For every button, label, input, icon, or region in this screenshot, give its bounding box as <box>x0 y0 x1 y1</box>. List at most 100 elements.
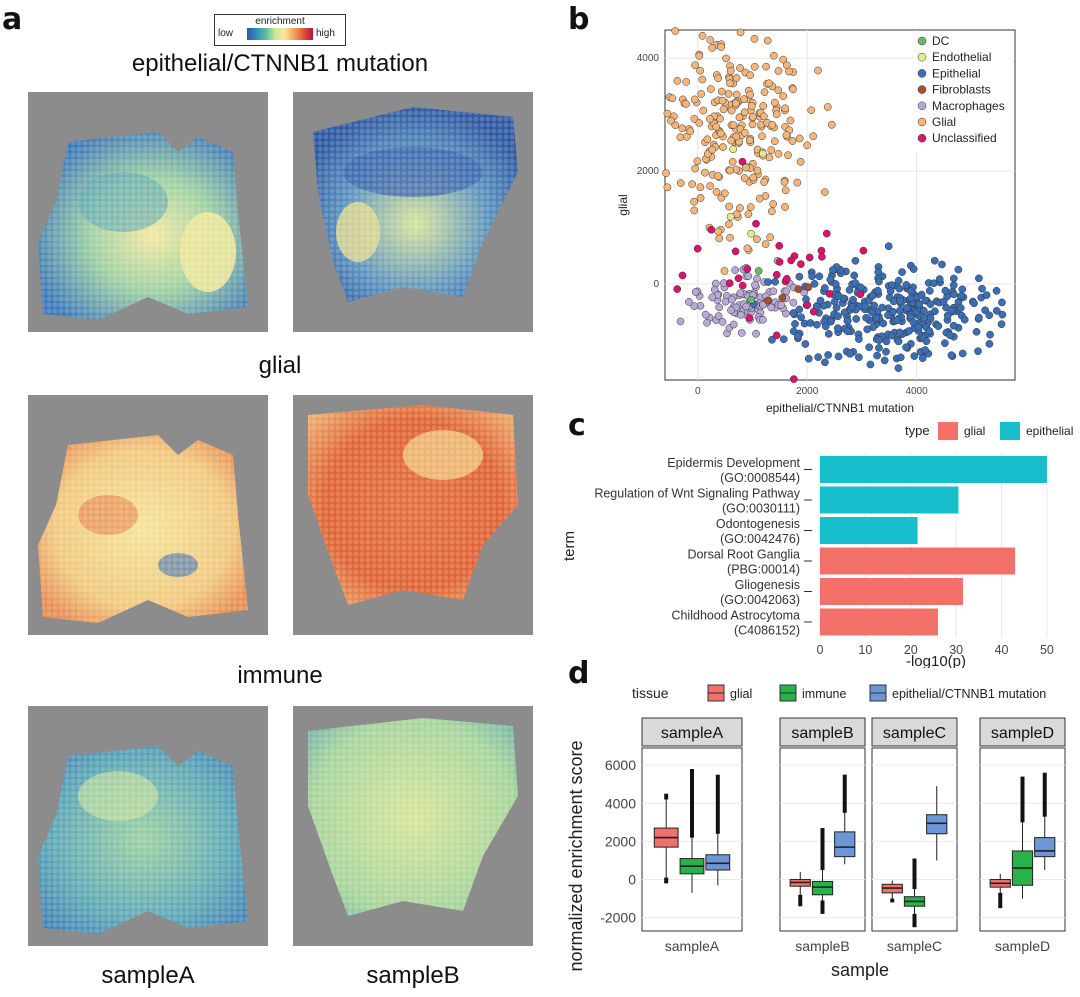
bar-term-label: Odontogenesis <box>716 517 800 531</box>
scatter-point-epithelial <box>902 343 910 352</box>
scatter-point-glial <box>724 220 733 229</box>
scatter-point-dc <box>747 295 756 304</box>
scatter-point-glial <box>725 202 733 211</box>
scatter-point-macrophages <box>753 274 761 283</box>
scatter-point-macrophages <box>708 293 717 302</box>
scatter-legend-label: Glial <box>932 115 956 129</box>
bar-y-label: term <box>561 531 578 561</box>
scatter-point-macrophages <box>782 287 791 296</box>
scatter-point-epithelial <box>930 256 939 265</box>
facet-x-tick: sampleA <box>665 938 720 954</box>
scatter-point-epithelial <box>804 354 813 363</box>
scatter-point-epithelial <box>895 284 904 293</box>
scatter-point-epithelial <box>848 303 857 311</box>
scatter-point-epithelial <box>902 281 911 289</box>
bar-legend-swatch-epithelial <box>1000 422 1020 440</box>
tissue-svg <box>38 132 248 320</box>
scatter-point-epithelial <box>893 316 902 325</box>
scatter-point-glial <box>720 189 729 198</box>
scatter-point-glial <box>736 64 744 72</box>
facet-strip <box>871 717 958 747</box>
scatter-point-epithelial <box>941 286 950 295</box>
scatter-point-macrophages <box>729 320 738 329</box>
scatter-point-glial <box>663 183 672 192</box>
bar-x-tick: 50 <box>1040 643 1054 657</box>
scatter-point-epithelial <box>972 327 981 336</box>
scatter-point-epithelial <box>826 275 835 284</box>
scatter-point-epithelial <box>850 271 859 280</box>
scatter-point-epithelial <box>866 360 875 369</box>
scatter-point-unclassified <box>745 314 754 322</box>
scatter-point-epithelial <box>958 349 967 358</box>
col-label-sampleA: sampleA <box>101 962 195 989</box>
scatter-point-epithelial <box>906 287 915 296</box>
scatter-point-epithelial <box>764 278 772 286</box>
scatter-point-epithelial <box>947 351 956 360</box>
scatter-point-epithelial <box>949 321 958 330</box>
scatter-point-glial <box>719 143 727 151</box>
scatter-point-epithelial <box>898 268 906 276</box>
bar-glial <box>820 547 1016 575</box>
scatter-point-epithelial <box>870 301 878 310</box>
scatter-x-label: epithelial/CTNNB1 mutation <box>766 401 914 415</box>
scatter-point-unclassified <box>707 225 716 234</box>
box-legend-label: immune <box>802 687 847 701</box>
col-label-sampleB: sampleB <box>366 962 460 989</box>
scatter-point-macrophages <box>759 315 767 324</box>
scatter-point-epithelial <box>905 327 913 335</box>
scatter-point-epithelial <box>882 347 890 356</box>
scatter-point-epithelial <box>808 272 816 281</box>
bar-x-tick: 40 <box>995 643 1009 657</box>
scatter-y-tick: 2000 <box>637 166 660 177</box>
scatter-point-glial <box>712 122 721 131</box>
scatter-chart: 0 2000 4000 0 2000 4000 epithelial/CTNNB1 mut… <box>616 27 1016 415</box>
facet-strip <box>641 717 743 747</box>
scatter-ticks: 0 2000 4000 0 2000 4000 <box>637 53 928 397</box>
scatter-point-epithelial <box>875 277 883 286</box>
scatter-point-glial <box>691 61 700 70</box>
scatter-point-epithelial <box>882 337 891 346</box>
scatter-point-unclassified <box>678 271 687 280</box>
scatter-legend: DC Endothelial Epithelial Fibroblasts Macrop… <box>913 32 1013 152</box>
row-title-epithelial: epithelial/CTNNB1 mutation <box>131 50 429 77</box>
facet-strip-label: sampleD <box>991 725 1054 742</box>
scatter-point-glial <box>714 172 722 180</box>
scatter-legend-label: Epithelial <box>932 66 981 80</box>
scatter-point-macrophages <box>691 288 700 296</box>
scatter-point-epithelial <box>949 274 958 283</box>
bar-x-tick: 10 <box>858 643 872 657</box>
scatter-point-glial <box>767 146 776 154</box>
scatter-point-epithelial <box>915 300 923 309</box>
scatter-x-tick: 0 <box>695 386 701 397</box>
scatter-point-epithelial <box>855 353 863 362</box>
bar-legend-epithelial: epithelial <box>1026 424 1073 438</box>
scatter-point-glial <box>726 79 734 88</box>
scatter-point-glial <box>748 120 757 129</box>
scatter-point-glial <box>774 150 783 158</box>
scatter-point-glial <box>726 166 734 175</box>
scatter-point-glial <box>727 136 735 145</box>
scatter-point-epithelial <box>806 319 815 327</box>
scatter-point-macrophages <box>703 318 711 327</box>
scatter-point-endothelial <box>726 212 735 221</box>
scatter-point-glial <box>724 90 733 98</box>
scatter-point-epithelial <box>771 277 779 286</box>
scatter-point-epithelial <box>820 284 829 292</box>
bar-x-tick: 20 <box>904 643 918 657</box>
scatter-point-glial <box>717 43 725 51</box>
scatter-point-glial <box>732 74 741 82</box>
scatter-point-glial <box>788 137 797 145</box>
scatter-point-glial <box>727 106 736 115</box>
scatter-point-epithelial <box>801 340 810 348</box>
scatter-point-unclassified <box>725 279 734 288</box>
scatter-point-glial <box>768 120 777 129</box>
scatter-point-macrophages <box>789 298 798 307</box>
scatter-point-glial <box>706 115 714 123</box>
scatter-point-glial <box>698 75 707 84</box>
scatter-point-glial <box>732 90 741 99</box>
scatter-point-glial <box>759 102 768 110</box>
scatter-point-glial <box>753 235 761 244</box>
scatter-point-glial <box>682 78 691 86</box>
scatter-point-macrophages <box>736 311 745 319</box>
scatter-point-epithelial <box>875 336 884 344</box>
